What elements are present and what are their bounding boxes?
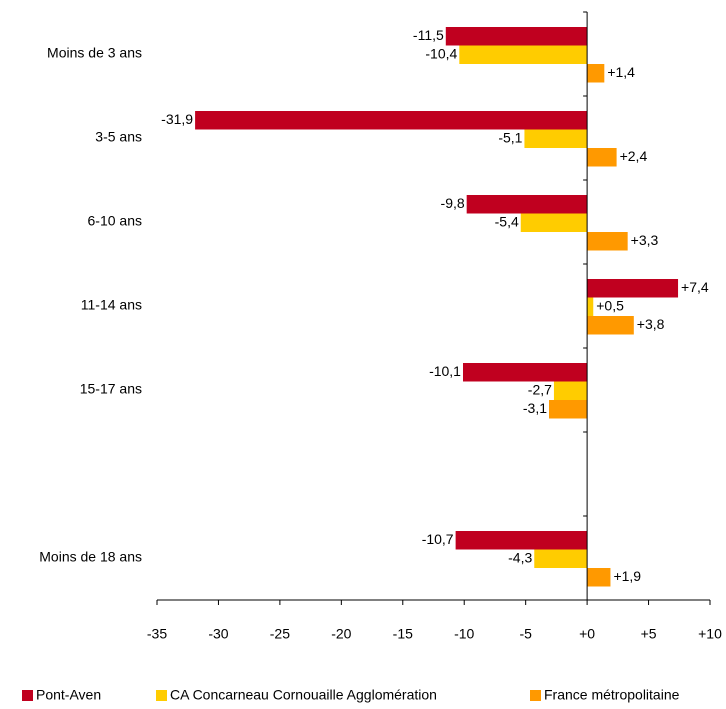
value-label: -3,1 (523, 400, 547, 416)
x-tick-label: +10 (698, 626, 722, 642)
value-label: +1,9 (613, 568, 641, 584)
value-label: -4,3 (508, 549, 532, 565)
y-tick-label: 6-10 ans (88, 213, 142, 229)
x-tick-label: -35 (147, 626, 167, 642)
bar (534, 549, 588, 568)
bar (587, 297, 594, 316)
value-label: -10,7 (422, 531, 454, 547)
x-tick-label: -20 (331, 626, 351, 642)
value-label: +3,8 (637, 316, 665, 332)
bar (455, 531, 588, 550)
bar (587, 279, 679, 298)
value-label: +2,4 (620, 148, 648, 164)
value-label: -10,4 (425, 45, 457, 61)
y-tick-label: Moins de 18 ans (39, 549, 142, 565)
legend-swatch (530, 690, 541, 701)
legend-label: CA Concarneau Cornouaille Agglomération (170, 687, 437, 703)
bar (587, 148, 617, 167)
legend-label: Pont-Aven (36, 687, 101, 703)
bar (445, 27, 588, 46)
value-label: -5,4 (495, 213, 519, 229)
bar (195, 111, 588, 130)
bar (553, 381, 588, 400)
x-tick-label: -5 (519, 626, 532, 642)
x-tick-label: +5 (641, 626, 657, 642)
value-label: +7,4 (681, 279, 709, 295)
value-label: -11,5 (413, 27, 444, 43)
value-label: -31,9 (161, 111, 193, 127)
value-label: -9,8 (441, 195, 465, 211)
value-label: -10,1 (429, 363, 461, 379)
x-tick-label: -30 (208, 626, 228, 642)
y-tick-label: 3-5 ans (95, 129, 142, 145)
bar (520, 213, 588, 232)
bar (587, 316, 634, 335)
value-label: -5,1 (498, 129, 522, 145)
x-tick-label: +0 (579, 626, 595, 642)
legend-label: France métropolitaine (544, 687, 680, 703)
bar (587, 64, 605, 83)
bar (524, 129, 588, 148)
value-label: +0,5 (596, 297, 624, 313)
y-tick-label: 11-14 ans (81, 297, 142, 313)
bar (549, 400, 588, 419)
bar (587, 232, 628, 251)
bar (459, 45, 588, 64)
y-tick-label: 15-17 ans (80, 381, 142, 397)
value-label: -2,7 (528, 381, 552, 397)
x-tick-label: -25 (270, 626, 290, 642)
bar (462, 363, 588, 382)
y-tick-label: Moins de 3 ans (47, 45, 142, 61)
x-tick-label: -15 (393, 626, 413, 642)
value-label: +1,4 (607, 64, 635, 80)
value-label: +3,3 (631, 232, 659, 248)
legend-swatch (156, 690, 167, 701)
legend-swatch (22, 690, 33, 701)
x-tick-label: -10 (454, 626, 474, 642)
bar (587, 568, 611, 587)
bar (466, 195, 588, 214)
